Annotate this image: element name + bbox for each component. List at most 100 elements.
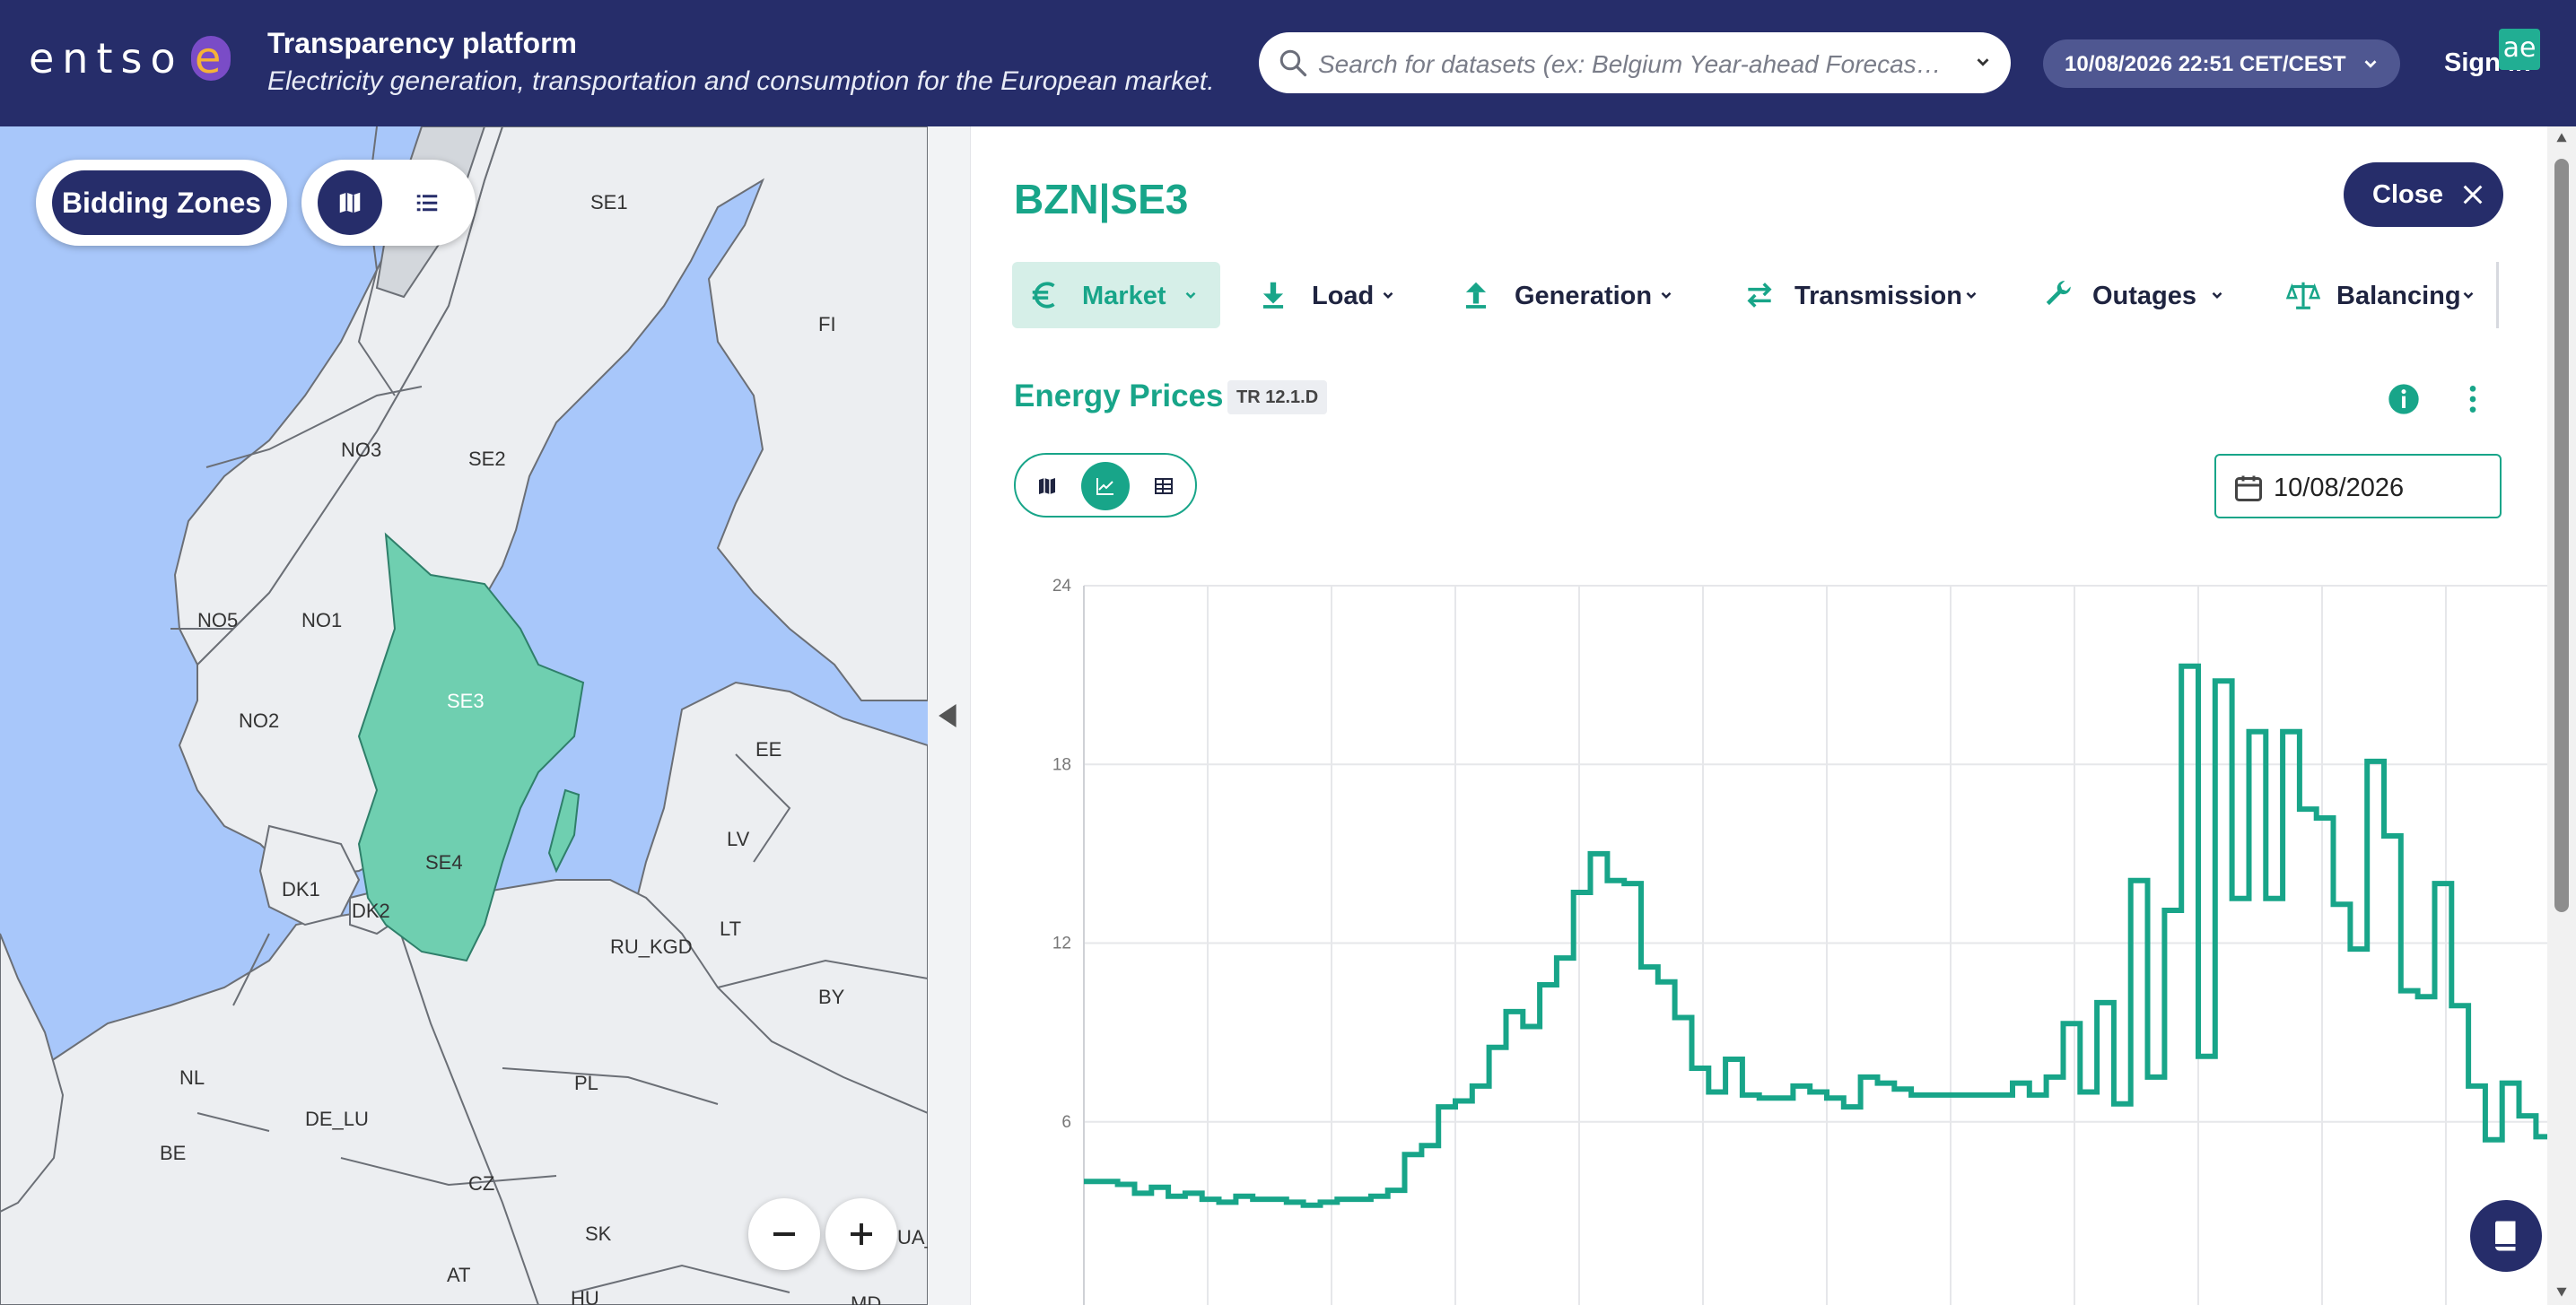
more-vert-icon[interactable] — [2455, 381, 2491, 417]
price-point[interactable] — [1292, 1199, 1297, 1205]
bidding-zone-map[interactable]: SE1 FI NO3 SE2 NO5 NO1 SE3 NO2 EE SE4 LV… — [0, 126, 928, 1305]
price-point[interactable] — [2052, 1074, 2057, 1080]
zoom-out-button[interactable] — [748, 1198, 820, 1270]
list-view-button[interactable] — [395, 170, 459, 235]
date-picker[interactable]: 10/08/2026 — [2214, 454, 2502, 518]
price-point[interactable] — [1106, 1179, 1112, 1184]
chevron-down-icon[interactable] — [1973, 52, 1993, 72]
price-point[interactable] — [2542, 1134, 2547, 1139]
price-point[interactable] — [1732, 1057, 1737, 1062]
price-point[interactable] — [1546, 982, 1551, 987]
price-point[interactable] — [1934, 1092, 1939, 1098]
price-point[interactable] — [2187, 664, 2193, 669]
price-point[interactable] — [1242, 1194, 1247, 1199]
price-point[interactable] — [2221, 678, 2226, 683]
price-point[interactable] — [1832, 1095, 1838, 1101]
help-button[interactable] — [2470, 1200, 2542, 1272]
price-point[interactable] — [1410, 1152, 1416, 1157]
price-point[interactable] — [2204, 1054, 2209, 1059]
tab-transmission[interactable]: Transmission — [1726, 262, 2004, 328]
price-point[interactable] — [1596, 851, 1602, 857]
price-point[interactable] — [1259, 1196, 1264, 1202]
price-point[interactable] — [1461, 1099, 1466, 1104]
zoom-in-button[interactable] — [825, 1198, 897, 1270]
price-point[interactable] — [1174, 1194, 1180, 1199]
price-point[interactable] — [1900, 1086, 1906, 1092]
price-point[interactable] — [1715, 1090, 1720, 1095]
price-point[interactable] — [1529, 1024, 1534, 1030]
price-point[interactable] — [2508, 1081, 2513, 1086]
price-point[interactable] — [2002, 1092, 2007, 1098]
price-point[interactable] — [1985, 1092, 1990, 1098]
price-point[interactable] — [1360, 1196, 1366, 1202]
price-point[interactable] — [1646, 964, 1652, 970]
price-point[interactable] — [1782, 1095, 1787, 1101]
price-point[interactable] — [2153, 1074, 2159, 1080]
price-point[interactable] — [1495, 1045, 1500, 1050]
tab-outages[interactable]: Outages — [2026, 262, 2250, 328]
price-point[interactable] — [2069, 1021, 2074, 1026]
price-point[interactable] — [1951, 1092, 1956, 1098]
energy-price-chart[interactable]: 6 12 18 24 — [1014, 566, 2575, 1305]
info-icon[interactable] — [2386, 381, 2422, 417]
price-point[interactable] — [1748, 1092, 1753, 1098]
price-point[interactable] — [2373, 759, 2379, 764]
price-point[interactable] — [1478, 1083, 1483, 1089]
price-point[interactable] — [2119, 1101, 2125, 1107]
scroll-up-arrow-icon[interactable] — [2555, 132, 2568, 144]
price-point[interactable] — [1765, 1095, 1770, 1101]
price-point[interactable] — [1562, 955, 1567, 961]
price-point[interactable] — [2423, 994, 2429, 999]
price-point[interactable] — [1208, 1196, 1213, 1202]
panel-collapse-handle[interactable] — [928, 126, 971, 1305]
price-point[interactable] — [2525, 1113, 2530, 1118]
price-point[interactable] — [1613, 878, 1619, 883]
price-point[interactable] — [2458, 1003, 2463, 1008]
price-point[interactable] — [1089, 1179, 1095, 1184]
price-point[interactable] — [1663, 979, 1669, 985]
price-point[interactable] — [2356, 946, 2362, 952]
close-button[interactable]: Close — [2344, 162, 2503, 227]
price-point[interactable] — [1428, 1143, 1433, 1148]
price-point[interactable] — [2170, 908, 2176, 913]
price-point[interactable] — [1681, 1015, 1686, 1021]
ae-badge-icon[interactable]: ae — [2499, 29, 2540, 70]
price-point[interactable] — [2018, 1081, 2023, 1086]
price-point[interactable] — [2035, 1092, 2040, 1098]
price-point[interactable] — [1225, 1199, 1230, 1205]
price-point[interactable] — [2406, 988, 2412, 994]
price-point[interactable] — [2491, 1137, 2496, 1143]
price-point[interactable] — [2255, 729, 2260, 735]
scroll-down-arrow-icon[interactable] — [2555, 1285, 2568, 1298]
map-view-button[interactable] — [318, 170, 382, 235]
price-point[interactable] — [1849, 1104, 1855, 1109]
dataset-search[interactable]: Search for datasets (ex: Belgium Year-ah… — [1259, 32, 2011, 93]
price-point[interactable] — [1917, 1092, 1923, 1098]
price-point[interactable] — [1883, 1081, 1889, 1086]
price-point[interactable] — [1393, 1188, 1399, 1193]
price-point[interactable] — [1799, 1083, 1804, 1089]
table-view-toggle[interactable] — [1140, 462, 1188, 510]
price-point[interactable] — [2238, 896, 2243, 901]
tab-balancing[interactable]: Balancing — [2270, 262, 2494, 328]
price-point[interactable] — [1275, 1196, 1280, 1202]
tab-load[interactable]: Load — [1240, 262, 1419, 328]
tab-market[interactable]: Market — [1012, 262, 1220, 328]
price-point[interactable] — [2339, 901, 2345, 907]
price-point[interactable] — [2103, 1000, 2109, 1005]
price-point[interactable] — [1816, 1090, 1821, 1095]
datetime-selector[interactable]: 10/08/2026 22:51 CET/CEST — [2043, 39, 2400, 88]
price-point[interactable] — [1376, 1194, 1382, 1199]
panel-scrollbar[interactable] — [2547, 126, 2576, 1305]
tab-generation[interactable]: Generation — [1443, 262, 1694, 328]
bidding-zones-button[interactable]: Bidding Zones — [52, 170, 271, 235]
chart-view-toggle-button[interactable] — [1081, 462, 1130, 510]
price-series-line[interactable] — [1084, 663, 2570, 1208]
price-point[interactable] — [1343, 1196, 1349, 1202]
price-point[interactable] — [2441, 881, 2446, 886]
price-point[interactable] — [2272, 896, 2277, 901]
map-view-toggle[interactable] — [1023, 462, 1071, 510]
price-point[interactable] — [1326, 1199, 1332, 1205]
price-point[interactable] — [2086, 1090, 2091, 1095]
price-point[interactable] — [1157, 1185, 1163, 1190]
